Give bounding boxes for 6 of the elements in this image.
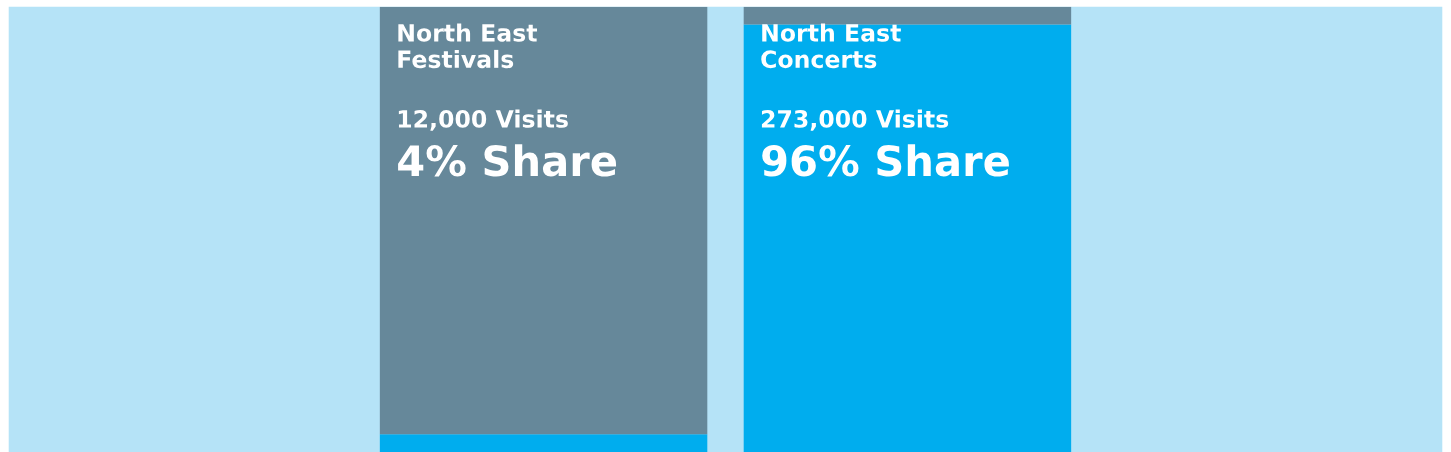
annotation: 4% Share [398, 144, 617, 177]
x-tick-label: North East Concerts [761, 23, 901, 69]
x-tick-label: North East Festivals [398, 23, 538, 69]
annotation: 96% Share [762, 144, 1009, 177]
annotation: 273,000 Visits [761, 109, 949, 131]
annotation: 12,000 Visits [398, 109, 568, 131]
